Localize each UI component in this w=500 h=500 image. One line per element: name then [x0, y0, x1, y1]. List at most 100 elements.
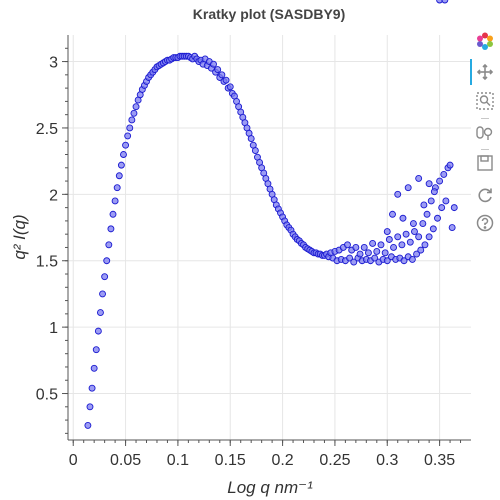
data-point: [373, 247, 381, 255]
data-point: [434, 214, 441, 222]
x-tick-label: 0: [69, 452, 78, 469]
data-point: [214, 66, 222, 73]
data-point: [440, 170, 448, 178]
data-point: [86, 403, 94, 411]
y-tick-label: 1: [49, 320, 58, 337]
save-icon[interactable]: [476, 154, 494, 172]
data-point: [423, 210, 431, 218]
data-point: [429, 225, 437, 233]
data-point: [383, 228, 391, 235]
y-axis-ticks: 0.5 1 1.5 2 2.5 3: [36, 47, 68, 434]
y-tick-label: 2: [49, 187, 58, 204]
data-point: [409, 220, 417, 228]
toolbar-separator: [481, 118, 489, 119]
data-point: [88, 384, 96, 392]
data-point: [399, 214, 407, 222]
x-axis-label: Log q nm⁻¹: [227, 478, 313, 497]
data-point: [420, 201, 428, 209]
data-point: [438, 204, 446, 212]
wheel-zoom-icon[interactable]: [476, 124, 494, 142]
x-tick-label: 0.25: [319, 452, 350, 469]
data-point: [436, 0, 444, 4]
data-point: [383, 257, 391, 265]
data-point: [450, 204, 458, 212]
data-point: [92, 346, 100, 354]
data-point: [413, 250, 421, 258]
grid-lines: [68, 35, 471, 440]
data-point: [394, 190, 402, 198]
data-point: [103, 257, 111, 265]
data-point: [94, 327, 102, 335]
data-point: [427, 197, 435, 205]
data-point: [381, 249, 389, 257]
data-point: [99, 290, 106, 298]
data-point: [226, 83, 234, 91]
data-point: [425, 233, 433, 241]
x-tick-label: 0.1: [167, 452, 189, 469]
data-point: [90, 364, 98, 372]
data-point: [115, 172, 123, 180]
data-point: [425, 180, 433, 188]
x-tick-label: 0.05: [110, 452, 141, 469]
data-point: [364, 249, 372, 257]
data-point: [430, 188, 438, 196]
data-point: [105, 241, 113, 249]
data-point: [122, 141, 130, 149]
data-point: [360, 244, 368, 251]
y-axis-label: q² I(q): [10, 214, 29, 259]
data-points: [84, 0, 458, 429]
x-tick-label: 0.15: [215, 452, 246, 469]
data-point: [404, 184, 412, 192]
data-point: [406, 238, 414, 246]
help-icon[interactable]: [476, 214, 494, 232]
bokeh-logo-icon[interactable]: [476, 32, 494, 50]
plot-area[interactable]: [68, 35, 471, 440]
data-point: [356, 250, 364, 258]
data-point: [247, 135, 255, 143]
box-zoom-icon[interactable]: [476, 92, 494, 110]
x-axis-ticks: 0 0.05 0.1 0.15 0.2 0.25 0.3 0.35: [69, 440, 462, 469]
data-point: [369, 240, 377, 247]
y-tick-label: 1.5: [36, 254, 58, 271]
data-point: [400, 257, 408, 265]
data-point: [101, 273, 109, 281]
data-point: [113, 184, 121, 192]
x-tick-label: 0.3: [376, 452, 398, 469]
data-point: [84, 421, 92, 429]
data-point: [398, 241, 406, 249]
data-point: [408, 255, 416, 263]
data-point: [111, 197, 119, 205]
data-point: [389, 210, 396, 218]
data-point: [402, 230, 410, 238]
data-point: [130, 109, 138, 117]
data-point: [436, 177, 444, 185]
data-point: [417, 246, 425, 254]
data-point: [377, 241, 385, 249]
data-point: [120, 151, 127, 158]
active-tool-indicator: [470, 59, 472, 85]
data-point: [344, 241, 351, 249]
data-point: [419, 220, 427, 228]
data-point: [346, 254, 354, 262]
data-point: [222, 76, 230, 84]
data-point: [448, 224, 456, 231]
data-point: [124, 132, 132, 140]
data-point: [350, 258, 358, 266]
chart-toolbar: [470, 30, 500, 270]
data-point: [210, 60, 217, 68]
data-point: [446, 161, 454, 169]
data-point: [415, 233, 423, 241]
data-point: [442, 197, 450, 205]
y-tick-label: 0.5: [36, 387, 58, 404]
pan-icon[interactable]: [476, 63, 494, 81]
data-point: [132, 103, 140, 111]
data-point: [109, 210, 117, 218]
data-point: [390, 244, 397, 251]
data-point: [218, 71, 226, 79]
data-point: [441, 0, 449, 4]
reset-icon[interactable]: [476, 186, 494, 204]
data-point: [128, 116, 136, 124]
data-point: [415, 174, 423, 182]
x-tick-label: 0.2: [271, 452, 293, 469]
